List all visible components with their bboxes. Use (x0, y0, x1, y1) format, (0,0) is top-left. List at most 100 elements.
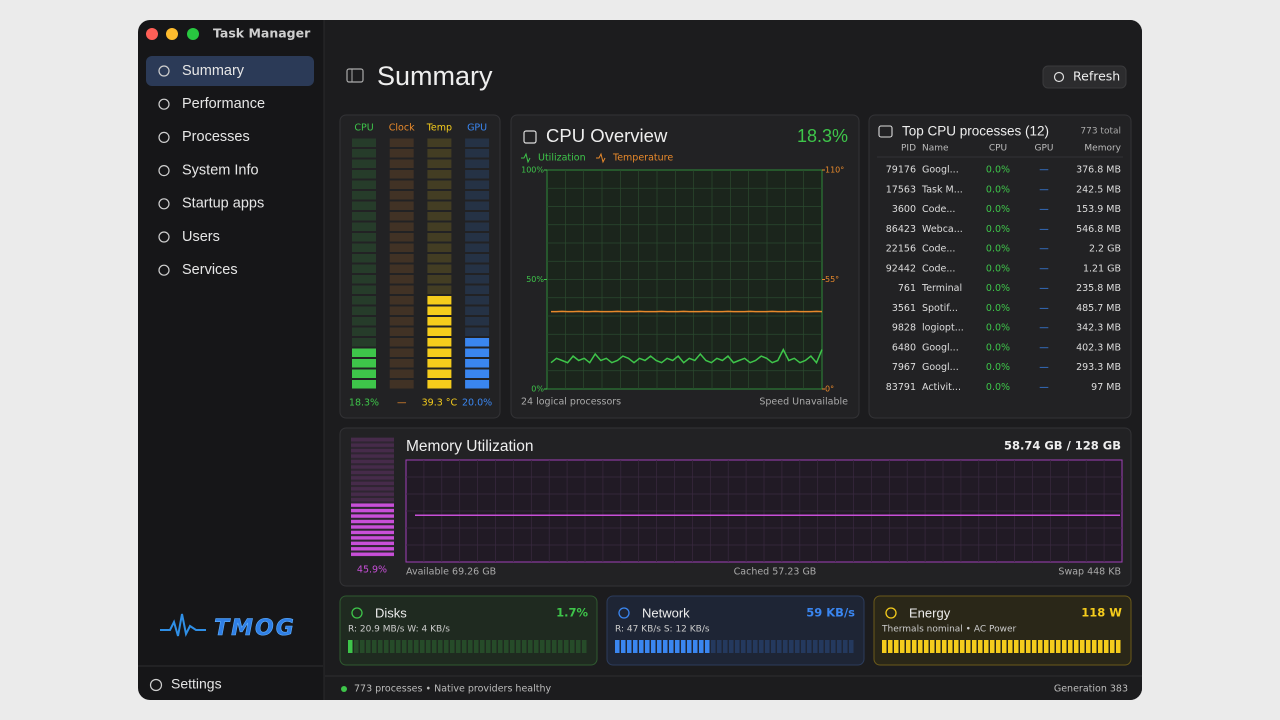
card-detail: R: 47 KB/s S: 12 KB/s (615, 625, 710, 635)
window-control[interactable] (187, 28, 199, 40)
table-cell: 235.8 MB (1076, 283, 1121, 294)
table-cell: 342.3 MB (1076, 323, 1121, 334)
meter-segment (1110, 640, 1115, 653)
nav-item[interactable]: Summary (182, 63, 245, 79)
meter-track (432, 640, 437, 653)
refresh-button[interactable] (1042, 65, 1127, 89)
meter-segment (657, 640, 662, 653)
meter-track (414, 640, 419, 653)
nav-item[interactable]: System Info (182, 162, 259, 178)
meter-track (408, 640, 413, 653)
status-dot (341, 686, 347, 692)
cpu-title: CPU Overview (546, 125, 668, 146)
gauge-track (352, 212, 376, 221)
meter-track (396, 640, 401, 653)
gauge-track (465, 243, 490, 252)
gauge-track (352, 338, 376, 347)
gauge-track (352, 191, 376, 200)
meter-track (582, 640, 587, 653)
gauge-track (427, 264, 452, 273)
gauge-track (389, 327, 414, 336)
page-title: Summary (377, 61, 493, 91)
meter-segment (1044, 640, 1049, 653)
meter-track (723, 640, 728, 653)
meter-track (468, 640, 473, 653)
gauge-track (465, 275, 490, 284)
meter-track (843, 640, 848, 653)
meter-segment (675, 640, 680, 653)
table-cell: 153.9 MB (1076, 204, 1121, 215)
table-cell: 0.0% (986, 323, 1010, 334)
meter-track (492, 640, 497, 653)
gauge-track (352, 180, 376, 189)
meter-segment (894, 640, 899, 653)
nav-item[interactable]: Processes (182, 129, 250, 145)
table-cell: 92442 (886, 263, 916, 274)
meter-segment (1038, 640, 1043, 653)
y-tick-label: 50% (526, 275, 544, 284)
table-cell: 0.0% (986, 184, 1010, 195)
meter-track (717, 640, 722, 653)
gauge-track (389, 264, 414, 273)
memory-track (351, 492, 394, 496)
table-cell: 1.21 GB (1083, 263, 1121, 274)
table-cell: Task M... (921, 184, 963, 195)
cpu-footer-right: Speed Unavailable (759, 397, 848, 408)
gauge-track (465, 254, 490, 263)
meter-segment (651, 640, 656, 653)
gauge-track (427, 243, 452, 252)
table-cell: — (1039, 323, 1049, 334)
gauge-track (352, 243, 376, 252)
nav-item[interactable]: Users (182, 229, 220, 245)
gauge-track (465, 233, 490, 242)
gauge-track (389, 180, 414, 189)
card-title: Energy (909, 605, 951, 620)
window-control[interactable] (166, 28, 178, 40)
meter-track (378, 640, 383, 653)
settings[interactable]: Settings (171, 676, 222, 692)
meter-track (534, 640, 539, 653)
process-title: Top CPU processes (12) (902, 124, 1049, 139)
nav-item[interactable]: Startup apps (182, 196, 264, 212)
gauge-track (389, 369, 414, 378)
gauge-track (352, 201, 376, 210)
y-tick-label: 100% (521, 166, 544, 175)
column-header: Memory (1084, 144, 1121, 154)
meter-segment (1086, 640, 1091, 653)
memory-track (351, 481, 394, 486)
card-icon (885, 607, 897, 619)
meter-track (522, 640, 527, 653)
gauge-track (427, 170, 452, 179)
gauge-track (465, 170, 490, 179)
memory-segment (351, 530, 394, 535)
memory-segment (351, 536, 394, 540)
meter-segment (633, 640, 638, 653)
gauge-label: Temp (426, 123, 452, 134)
card-icon (351, 607, 363, 619)
table-cell: 3561 (892, 303, 916, 314)
nav-item[interactable]: Services (182, 262, 238, 278)
meter-segment (1098, 640, 1103, 653)
meter-segment (621, 640, 626, 653)
meter-segment (687, 640, 692, 653)
meter-track (354, 640, 359, 653)
legend-icon (521, 152, 531, 164)
nav-item[interactable]: Performance (182, 96, 265, 112)
table-cell: 761 (898, 283, 916, 294)
gauge-track (352, 138, 376, 147)
table-cell: 0.0% (986, 263, 1010, 274)
gauge-track (389, 138, 414, 147)
y2-tick-label: 0° (825, 385, 834, 394)
window-control[interactable] (146, 28, 158, 40)
gauge-track (389, 380, 414, 389)
meter-track (735, 640, 740, 653)
sidebar-toggle[interactable] (346, 68, 364, 83)
legend-icon (596, 152, 606, 164)
nav-icon (158, 165, 170, 177)
meter-track (819, 640, 824, 653)
gauge-track (465, 138, 490, 147)
gauge-track (465, 149, 490, 158)
gauge-track (465, 212, 490, 221)
gauge-track (352, 306, 376, 315)
gauge-label: GPU (467, 123, 487, 134)
